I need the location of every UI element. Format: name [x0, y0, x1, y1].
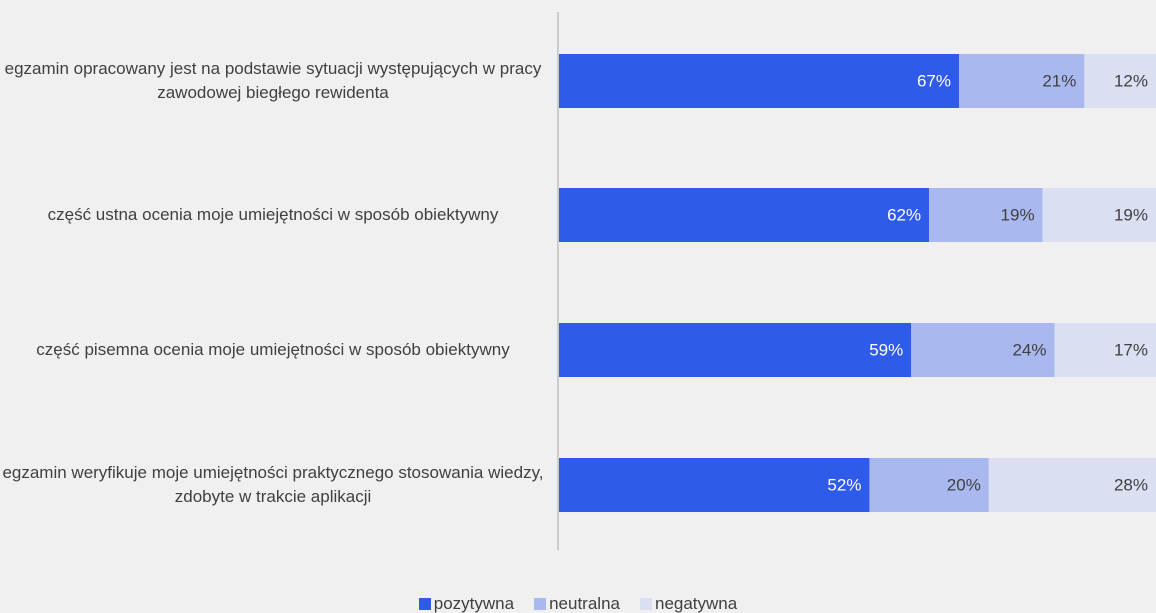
bar-segment — [559, 323, 912, 377]
legend-label: neutralna — [549, 594, 620, 613]
bar-segment — [958, 54, 1085, 108]
legend-item: negatywna — [639, 594, 738, 613]
value-label: 67% — [917, 71, 951, 90]
value-label: 20% — [947, 475, 981, 494]
bar-segment — [559, 188, 930, 242]
value-label: 24% — [1012, 340, 1046, 359]
value-label: 59% — [869, 340, 903, 359]
category-label: część pisemna ocenia moje umiejętności w… — [36, 340, 510, 359]
bar-segment — [911, 323, 1055, 377]
category-label: egzamin weryfikuje moje umiejętności pra… — [2, 463, 544, 506]
bar-segment — [869, 458, 989, 512]
bar-segment — [1054, 323, 1156, 377]
bar-segment — [988, 458, 1156, 512]
legend-swatch — [534, 598, 547, 610]
bar-segment — [559, 458, 870, 512]
legend-item: neutralna — [534, 594, 620, 613]
value-label: 52% — [827, 475, 861, 494]
legend-swatch — [639, 598, 652, 610]
bar-segment — [559, 54, 959, 108]
value-label: 62% — [887, 205, 921, 224]
bar-segment — [929, 188, 1043, 242]
bar-segment — [1084, 54, 1156, 108]
value-label: 12% — [1114, 71, 1148, 90]
value-label: 21% — [1042, 71, 1076, 90]
category-label: egzamin opracowany jest na podstawie syt… — [4, 59, 542, 102]
legend-label: negatywna — [654, 594, 738, 613]
legend-swatch — [418, 598, 431, 610]
value-label: 19% — [1001, 205, 1035, 224]
value-label: 28% — [1114, 475, 1148, 494]
value-label: 17% — [1114, 340, 1148, 359]
value-label: 19% — [1114, 205, 1148, 224]
category-label: część ustna ocenia moje umiejętności w s… — [47, 205, 499, 224]
legend-item: pozytywna — [418, 594, 515, 613]
legend: pozytywna neutralna negatywna — [0, 594, 1156, 613]
legend-label: pozytywna — [433, 594, 515, 613]
bar-segment — [1042, 188, 1156, 242]
